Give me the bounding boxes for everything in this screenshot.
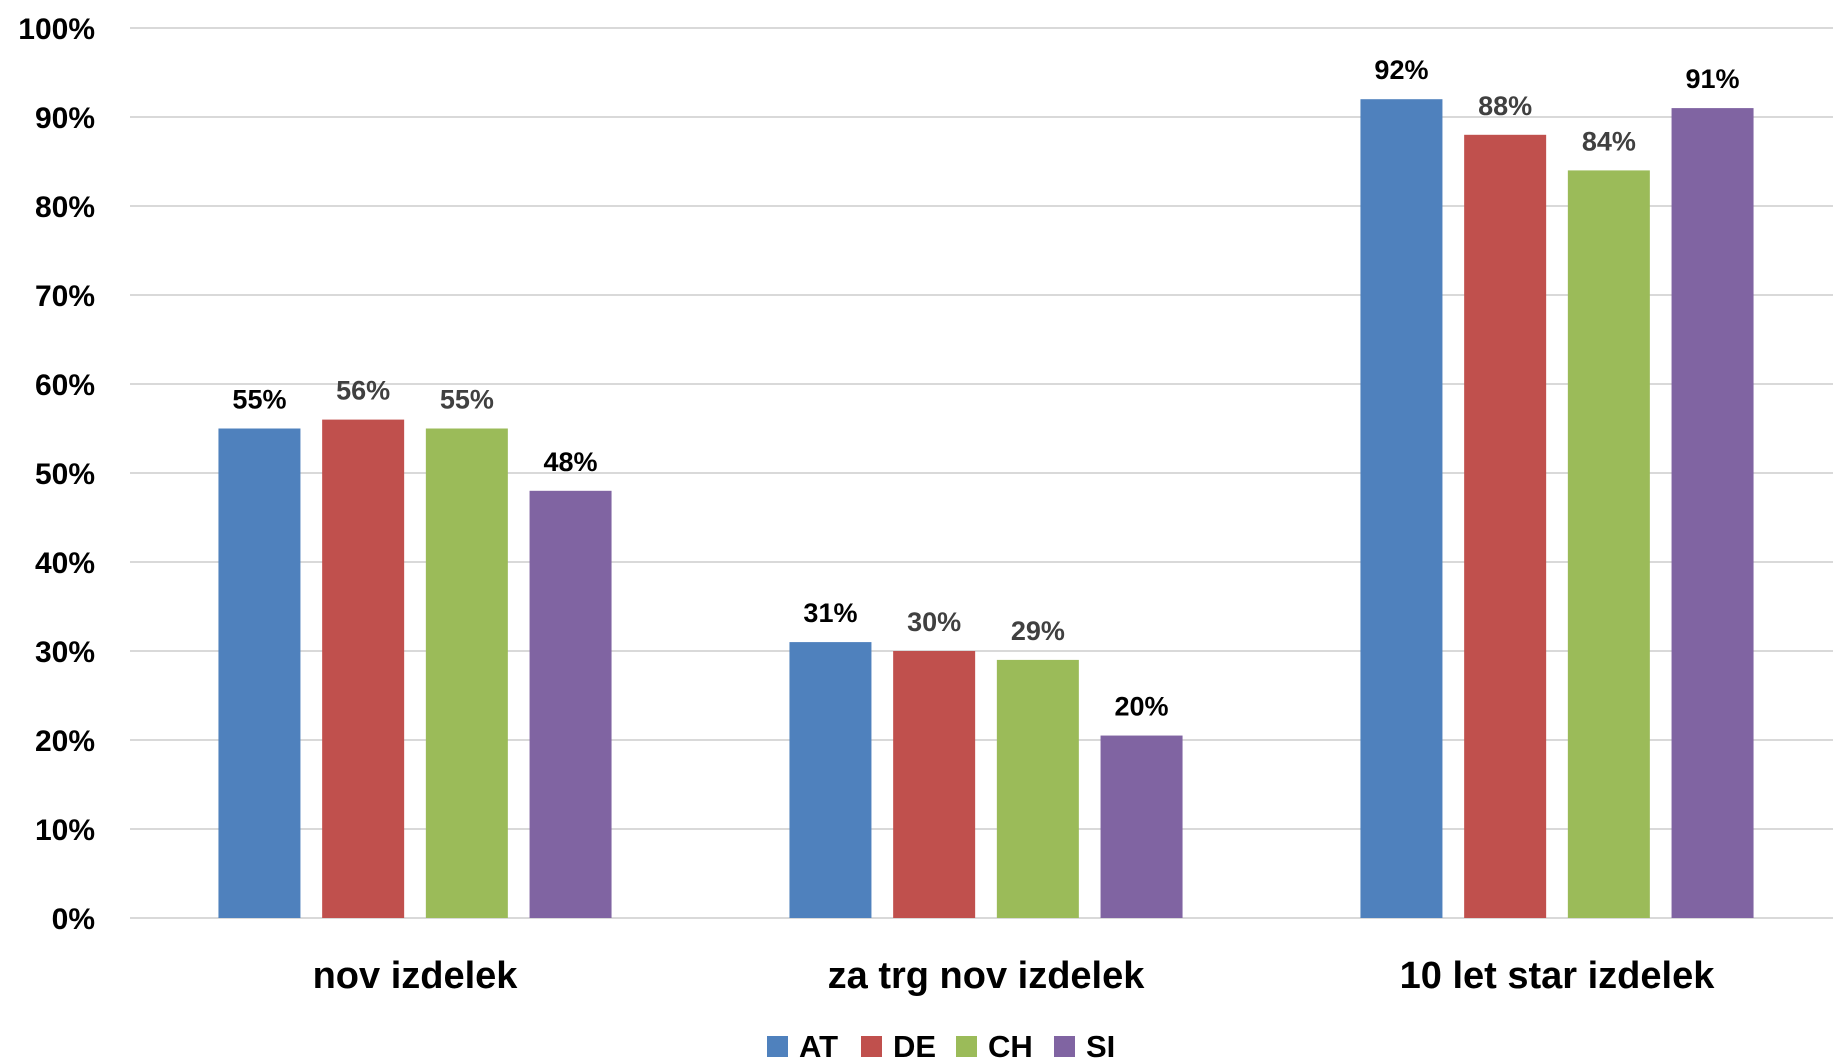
bar-si	[529, 490, 612, 918]
bar-ch	[996, 659, 1079, 918]
y-tick-label: 10%	[35, 814, 95, 847]
bar-ch	[1567, 170, 1650, 918]
bar-si	[1671, 108, 1754, 919]
category-label: za trg nov izdelek	[828, 955, 1146, 997]
data-label: 84%	[1582, 126, 1636, 156]
legend: AT DE CH SI	[767, 1029, 1115, 1060]
data-label: 48%	[544, 447, 598, 477]
data-label: 29%	[1011, 616, 1065, 646]
data-labels: 55% 56% 55% 48% 31% 30% 29% 20% 92% 88% 84% 91%	[232, 55, 1739, 721]
y-tick-label: 50%	[35, 458, 95, 491]
y-tick-label: 20%	[35, 725, 95, 758]
y-axis-ticks: 0% 10% 20% 30% 40% 50% 60% 70% 80% 90% 100%	[18, 13, 95, 936]
y-tick-label: 40%	[35, 547, 95, 580]
data-label: 20%	[1115, 692, 1169, 722]
bar-si	[1100, 735, 1183, 918]
data-label: 55%	[440, 385, 494, 415]
category-label: 10 let star izdelek	[1400, 955, 1716, 997]
y-tick-label: 80%	[35, 191, 95, 224]
bars	[218, 99, 1754, 919]
category-label: nov izdelek	[313, 955, 519, 997]
data-label: 56%	[336, 376, 390, 406]
y-tick-label: 70%	[35, 280, 95, 313]
y-tick-label: 30%	[35, 636, 95, 669]
legend-swatch-si	[1054, 1036, 1075, 1057]
legend-label-ch: CH	[988, 1029, 1033, 1060]
bar-de	[1464, 134, 1547, 919]
bar-de	[893, 651, 976, 918]
y-tick-label: 100%	[18, 13, 95, 46]
y-tick-label: 60%	[35, 369, 95, 402]
y-tick-label: 90%	[35, 102, 95, 135]
legend-label-de: DE	[893, 1029, 936, 1060]
legend-label-si: SI	[1086, 1029, 1115, 1060]
data-label: 55%	[232, 385, 286, 415]
bar-at	[218, 428, 301, 918]
bar-ch	[425, 428, 508, 918]
legend-swatch-at	[767, 1036, 788, 1057]
bar-at	[789, 642, 872, 918]
gridlines	[130, 27, 1833, 919]
data-label: 88%	[1478, 91, 1532, 121]
bar-at	[1360, 99, 1443, 918]
y-tick-label: 0%	[52, 903, 95, 936]
data-label: 30%	[907, 607, 961, 637]
legend-swatch-de	[861, 1036, 882, 1057]
legend-swatch-ch	[956, 1036, 977, 1057]
data-label: 91%	[1686, 64, 1740, 94]
bar-de	[322, 419, 405, 918]
legend-label-at: AT	[799, 1029, 838, 1060]
data-label: 31%	[803, 598, 857, 628]
data-label: 92%	[1374, 55, 1428, 85]
